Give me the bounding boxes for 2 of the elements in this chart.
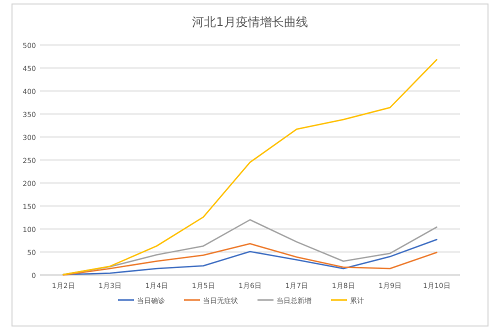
line-series	[62, 59, 438, 276]
chart-title: 河北1月疫情增长曲线	[192, 15, 308, 29]
